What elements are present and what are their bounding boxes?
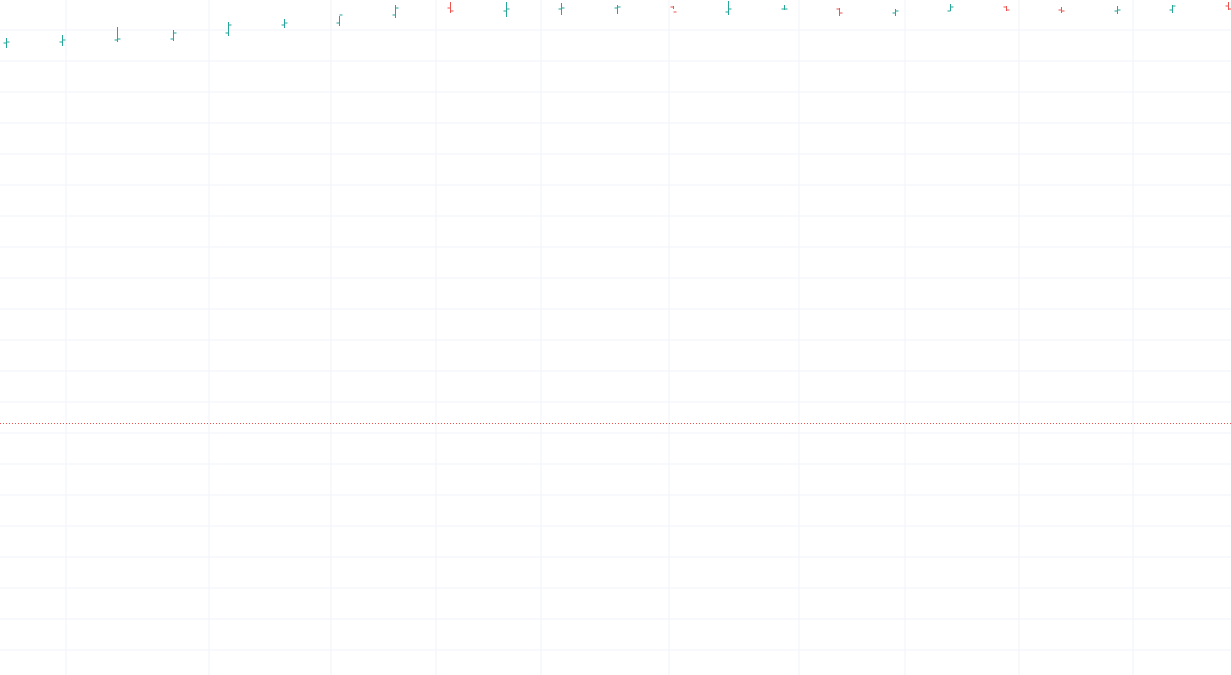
ohlc-bar-up [1114, 6, 1121, 14]
ohlc-bar-up [947, 4, 954, 12]
ohlc-bar-up [725, 1, 732, 15]
ohlc-bar-up [1169, 5, 1176, 13]
ohlc-bar-down [1003, 6, 1010, 11]
ohlc-bar-up [59, 35, 66, 46]
ohlc-bar-down [1225, 2, 1231, 10]
ohlc-bar-down [836, 8, 843, 16]
ohlc-bar-down [1058, 7, 1065, 13]
ohlc-bar-up [614, 5, 621, 14]
ohlc-bar-up [392, 5, 399, 18]
ohlc-bar-up [558, 3, 565, 15]
ohlc-bar-up [281, 19, 288, 28]
price-bars [3, 1, 1231, 48]
ohlc-bar-up [225, 22, 232, 36]
ohlc-bar-up [114, 27, 121, 42]
ohlc-bar-down [670, 6, 677, 13]
ohlc-bar-up [781, 5, 788, 10]
ohlc-bar-up [892, 9, 899, 16]
ohlc-bar-up [336, 14, 343, 26]
ohlc-bar-up [503, 2, 510, 17]
ohlc-bar-up [3, 38, 10, 48]
ohlc-bar-down [447, 2, 454, 13]
ohlc-bar-up [170, 30, 177, 41]
